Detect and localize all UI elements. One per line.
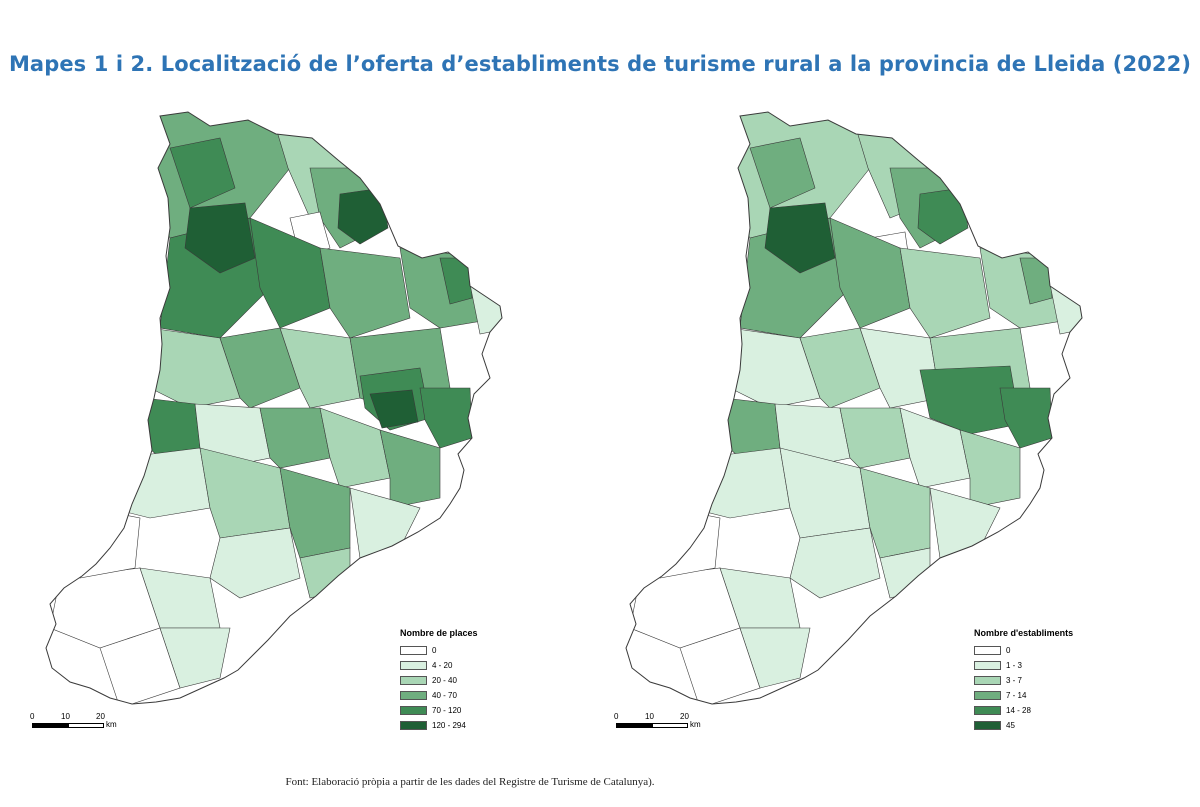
scale-tick: 20 xyxy=(680,712,689,721)
scale-bar: 0 10 20 km xyxy=(614,712,724,732)
legend-item: 14 - 28 xyxy=(974,703,1073,718)
legend-places: Nombre de places 0 4 - 20 20 - 40 40 - 7… xyxy=(400,628,478,733)
legend-swatch xyxy=(400,661,427,670)
legend-item: 1 - 3 xyxy=(974,658,1073,673)
province-outline xyxy=(45,111,503,705)
scale-segment xyxy=(32,723,68,728)
legend-item: 7 - 14 xyxy=(974,688,1073,703)
scale-unit: km xyxy=(106,720,117,729)
scale-bar: 0 10 20 km xyxy=(30,712,140,732)
legend-swatch xyxy=(974,706,1001,715)
province-outline xyxy=(625,111,1083,705)
legend-label: 45 xyxy=(1006,721,1015,730)
legend-item: 120 - 294 xyxy=(400,718,478,733)
legend-swatch xyxy=(974,646,1001,655)
page-title: Mapes 1 i 2. Localització de l’oferta d’… xyxy=(8,52,1192,76)
scale-tick: 20 xyxy=(96,712,105,721)
map-places-shape xyxy=(45,111,503,705)
legend-swatch xyxy=(400,691,427,700)
scale-segment xyxy=(652,723,688,728)
legend-item: 4 - 20 xyxy=(400,658,478,673)
legend-swatch xyxy=(400,706,427,715)
scale-tick: 10 xyxy=(61,712,70,721)
legend-label: 0 xyxy=(1006,646,1011,655)
legend-label: 70 - 120 xyxy=(432,706,462,715)
legend-item: 0 xyxy=(400,643,478,658)
scale-segment xyxy=(68,723,104,728)
legend-swatch xyxy=(974,676,1001,685)
legend-label: 0 xyxy=(432,646,437,655)
legend-item: 40 - 70 xyxy=(400,688,478,703)
legend-title: Nombre d'establiments xyxy=(974,628,1074,638)
legend-item: 70 - 120 xyxy=(400,703,478,718)
scale-tick: 10 xyxy=(645,712,654,721)
legend-swatch xyxy=(400,721,427,730)
legend-label: 40 - 70 xyxy=(432,691,457,700)
legend-item: 20 - 40 xyxy=(400,673,478,688)
legend-swatch xyxy=(400,646,427,655)
legend-label: 1 - 3 xyxy=(1006,661,1023,670)
legend-label: 120 - 294 xyxy=(432,721,466,730)
map-places: Nombre de places 0 4 - 20 20 - 40 40 - 7… xyxy=(20,108,540,748)
legend-establiments: Nombre d'establiments 0 1 - 3 3 - 7 7 - … xyxy=(974,628,1073,733)
scale-segment xyxy=(616,723,652,728)
legend-title: Nombre de places xyxy=(400,628,478,638)
scale-tick: 0 xyxy=(614,712,619,721)
legend-label: 4 - 20 xyxy=(432,661,453,670)
legend-swatch xyxy=(974,661,1001,670)
legend-swatch xyxy=(974,691,1001,700)
legend-label: 14 - 28 xyxy=(1006,706,1031,715)
legend-label: 20 - 40 xyxy=(432,676,457,685)
map-establiments: Nombre d'establiments 0 1 - 3 3 - 7 7 - … xyxy=(600,108,1120,748)
legend-item: 0 xyxy=(974,643,1073,658)
scale-tick: 0 xyxy=(30,712,35,721)
legend-swatch xyxy=(974,721,1001,730)
legend-item: 45 xyxy=(974,718,1073,733)
legend-label: 7 - 14 xyxy=(1006,691,1027,700)
legend-item: 3 - 7 xyxy=(974,673,1073,688)
legend-swatch xyxy=(400,676,427,685)
legend-label: 3 - 7 xyxy=(1006,676,1023,685)
source-note: Font: Elaboració pròpia a partir de les … xyxy=(285,776,655,788)
scale-unit: km xyxy=(690,720,701,729)
map-establiments-shape xyxy=(625,111,1083,705)
